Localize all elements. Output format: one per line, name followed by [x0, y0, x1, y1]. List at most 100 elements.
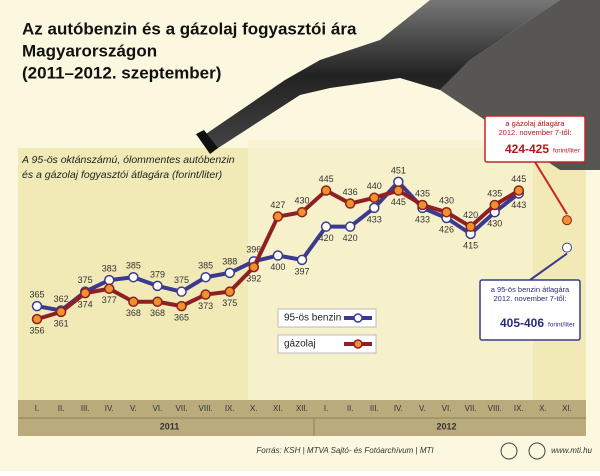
data-label: 415: [463, 240, 478, 250]
x-tick-label: V.: [419, 404, 426, 413]
subtitle: A 95-ös oktánszámú, ólommentes autóbenzi…: [21, 154, 235, 166]
data-label: 361: [54, 318, 69, 328]
x-tick-label: XI.: [562, 404, 572, 413]
data-label: 397: [294, 266, 309, 276]
legend-marker: [353, 313, 363, 323]
data-point: [417, 199, 428, 211]
legend-box: [277, 334, 377, 354]
x-tick-label: VIII.: [199, 404, 213, 413]
data-label: 373: [198, 301, 213, 311]
x-tick-label: XII.: [296, 404, 308, 413]
data-point: [320, 221, 332, 232]
year-label: 2011: [160, 421, 180, 431]
data-label: 440: [367, 181, 382, 191]
x-tick-label: XI.: [273, 404, 283, 413]
data-point: [104, 274, 115, 286]
data-label: 443: [511, 200, 526, 210]
data-label: 396: [246, 245, 261, 255]
callout-arrow: [534, 161, 568, 215]
data-label: 392: [246, 273, 261, 283]
data-label: 420: [319, 233, 334, 243]
callout-value: 405-406: [500, 316, 544, 330]
data-label: 375: [174, 275, 189, 285]
data-point: [489, 199, 500, 211]
data-point: [128, 271, 139, 283]
data-label: 365: [174, 312, 189, 322]
data-point: [393, 185, 404, 196]
legend-label: gázolaj: [284, 339, 316, 350]
data-label: 400: [270, 262, 285, 272]
callout-unit: forint/liter: [553, 148, 581, 155]
data-point: [393, 176, 404, 188]
data-label: 435: [487, 188, 502, 198]
data-label: 430: [487, 219, 502, 229]
data-label: 427: [270, 200, 285, 210]
x-tick-label: IV.: [105, 404, 114, 413]
data-point: [562, 215, 572, 226]
x-tick-label: VI.: [442, 404, 452, 413]
callout-text: a 95-ös benzin átlagára: [491, 285, 570, 294]
logos: [500, 442, 546, 460]
data-point: [31, 313, 43, 325]
x-tick-label: I.: [324, 404, 328, 413]
data-point: [176, 300, 187, 312]
x-tick-label: X.: [250, 404, 258, 413]
data-label: 436: [343, 187, 358, 197]
data-point: [272, 250, 284, 261]
callout-box: [479, 279, 581, 341]
data-point: [272, 211, 284, 222]
data-label: 420: [463, 210, 478, 220]
data-label: 385: [126, 261, 141, 271]
data-point: [369, 202, 380, 214]
data-label: 385: [198, 261, 213, 271]
data-label: 433: [367, 214, 382, 224]
data-point: [320, 185, 332, 196]
legend-marker: [353, 339, 363, 349]
data-point: [79, 287, 91, 299]
callout-text: a gázolaj átlagára: [505, 119, 565, 128]
callout-value: 424-425: [505, 142, 549, 156]
chart-title: Az autóbenzin és a gázolaj fogyasztói ár…: [22, 19, 357, 38]
data-label: 368: [150, 308, 165, 318]
data-label: 445: [511, 174, 526, 184]
data-label: 426: [439, 224, 454, 234]
data-label: 445: [391, 197, 406, 207]
data-point: [176, 286, 187, 297]
data-point: [55, 306, 67, 318]
data-label: 435: [415, 188, 430, 198]
highlight-band: [248, 140, 533, 400]
year-label: 2012: [437, 421, 457, 431]
data-label: 374: [78, 299, 93, 309]
data-label: 365: [29, 289, 44, 299]
data-label: 375: [222, 298, 237, 308]
data-point: [152, 296, 163, 308]
data-label: 362: [54, 294, 69, 304]
data-point: [369, 192, 380, 204]
data-point: [224, 286, 235, 297]
data-point: [344, 221, 356, 232]
data-label: 377: [102, 295, 117, 305]
x-tick-label: VI.: [153, 404, 163, 413]
callout-unit: forint/liter: [548, 322, 576, 329]
data-label: 430: [294, 196, 309, 206]
data-point: [513, 185, 525, 196]
subtitle: és a gázolaj fogyasztói átlagára (forint…: [22, 169, 222, 181]
data-point: [296, 206, 308, 218]
data-label: 451: [391, 165, 406, 175]
data-point: [344, 198, 356, 209]
data-point: [248, 261, 260, 273]
data-label: 420: [343, 233, 358, 243]
chart-title: (2011–2012. szeptember): [22, 63, 221, 82]
x-tick-label: I.: [35, 404, 39, 413]
data-point: [152, 280, 163, 292]
data-label: 383: [102, 263, 117, 273]
data-point: [31, 300, 43, 312]
x-tick-label: V.: [130, 404, 137, 413]
data-label: 433: [415, 214, 430, 224]
data-point: [128, 296, 139, 308]
x-tick-label: III.: [370, 404, 379, 413]
x-tick-label: VII.: [465, 404, 477, 413]
x-tick-label: IX.: [225, 404, 235, 413]
callout-text: 2012. november 7-től:: [499, 128, 572, 137]
